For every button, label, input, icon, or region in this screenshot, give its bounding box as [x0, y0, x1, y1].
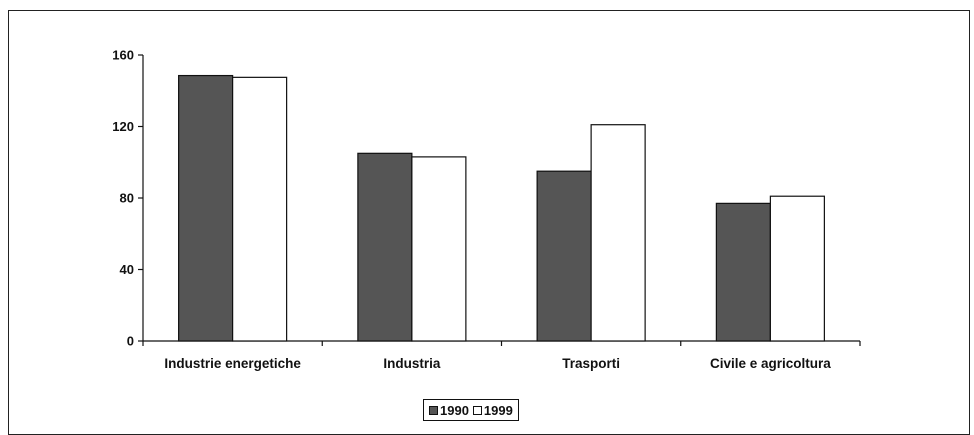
legend-label-1990: 1990: [440, 402, 469, 418]
bar-1990-0: [178, 74, 234, 342]
bar-1999-2: [590, 124, 646, 342]
category-label-2: Trasporti: [562, 356, 620, 371]
bar-1990-3: [715, 202, 771, 342]
bar-1999-3: [769, 195, 825, 342]
category-label-0: Industrie energetiche: [164, 356, 301, 371]
y-tick-label-160: 160: [112, 48, 134, 63]
legend-swatch-1999: [472, 405, 482, 415]
legend-entry-1999: 1999: [472, 402, 513, 418]
bar-1999-1: [411, 156, 467, 342]
legend-entry-1990: 1990: [429, 403, 469, 418]
bar-1990-2: [536, 170, 592, 342]
legend-swatch-1990: [429, 405, 438, 415]
y-tick-label-40: 40: [120, 262, 134, 277]
y-tick-label-120: 120: [112, 119, 134, 134]
y-tick-label-80: 80: [120, 191, 134, 206]
bar-1990-1: [357, 152, 413, 342]
legend-label-1999: 1999: [483, 402, 513, 418]
bar-1999-0: [232, 76, 288, 342]
y-tick-label-0: 0: [127, 334, 134, 349]
category-label-3: Civile e agricoltura: [710, 356, 831, 371]
category-label-1: Industria: [383, 356, 440, 371]
chart-legend: 1990 1999: [423, 399, 519, 421]
